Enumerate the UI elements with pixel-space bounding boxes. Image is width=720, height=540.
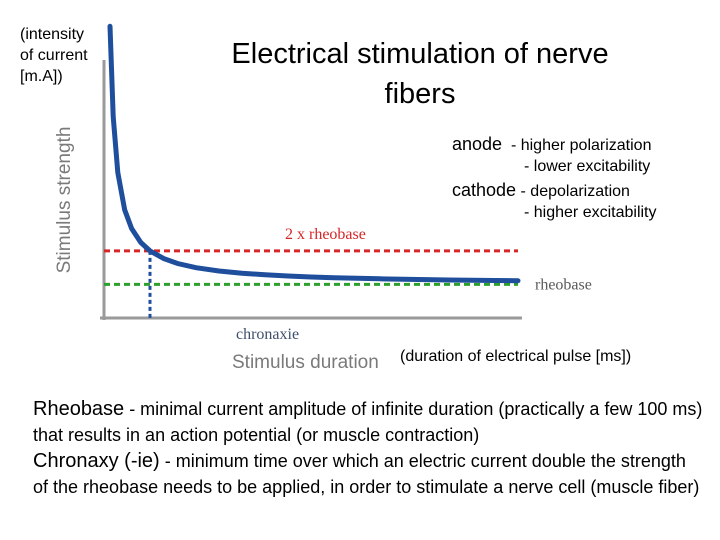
x-unit-note: (duration of electrical pulse [ms]): [400, 348, 632, 365]
y-axis-label: Stimulus strength: [54, 127, 75, 274]
chronaxie-label: chronaxie: [236, 326, 299, 343]
definitions: Rheobase - minimal current amplitude of …: [33, 396, 703, 500]
x-axis-label: Stimulus duration: [232, 352, 379, 373]
legend-line: - depolarization: [520, 183, 630, 200]
legend-cathode: cathode - depolarization: [452, 180, 630, 201]
chart-axes: [100, 60, 522, 320]
legend-line: - higher polarization: [510, 137, 652, 154]
legend-cathode-line-2: - higher excitability: [524, 204, 657, 221]
slide-title: Electrical stimulation of nerve fibers: [231, 38, 609, 110]
reference-lines: 2 x rheobase rheobase: [104, 226, 592, 318]
chronaxy-text: - minimum time over which an electric cu…: [33, 451, 700, 497]
legend-anode: anode - higher polarization: [452, 134, 651, 155]
legend-anode-line-2: - lower excitability: [524, 158, 651, 175]
rheobase-label: rheobase: [535, 276, 592, 293]
chronaxy-definition: Chronaxy (-ie) - minimum time over which…: [33, 448, 703, 500]
strength-duration-curve: [107, 23, 521, 284]
rheobase-text: - minimal current amplitude of infinite …: [33, 399, 703, 445]
legend-term-cathode: cathode: [452, 180, 517, 200]
strength-duration-chart: 2 x rheobase rheobase Stimulus strength S…: [54, 23, 592, 373]
double-rheobase-label: 2 x rheobase: [285, 226, 366, 243]
legend-term-anode: anode: [452, 134, 503, 154]
rheobase-term: Rheobase: [33, 398, 125, 420]
y-unit-note: (intensity of current [m.A]): [20, 26, 88, 85]
rheobase-definition: Rheobase - minimal current amplitude of …: [33, 396, 703, 448]
chronaxy-term: Chronaxy (-ie): [33, 450, 160, 472]
